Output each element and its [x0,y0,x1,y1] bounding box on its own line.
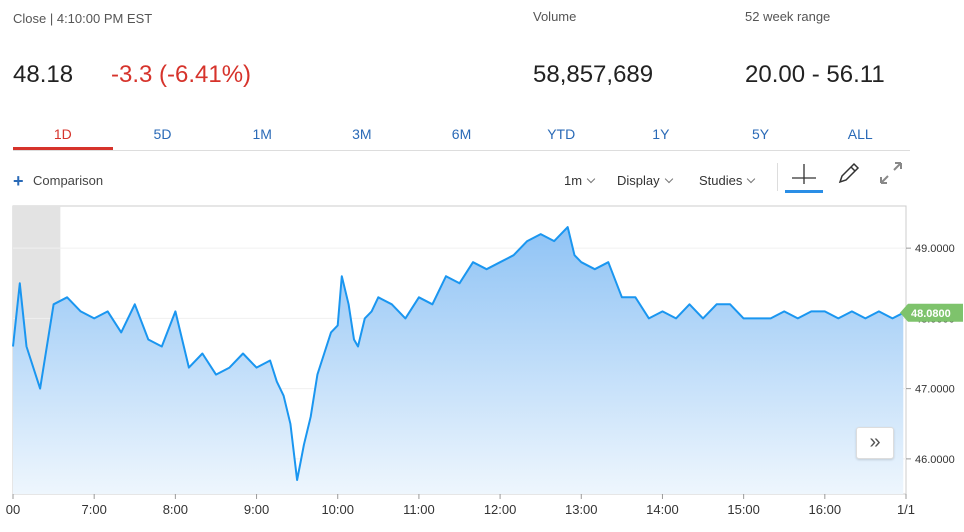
tab-3m[interactable]: 3M [352,126,372,142]
price-area-fill [13,227,904,494]
x-tick-label: 00 [6,502,20,517]
tab-6m[interactable]: 6M [451,126,472,142]
x-tick-label: 9:00 [244,502,269,517]
fullscreen-icon[interactable] [876,160,906,188]
x-tick-label: 8:00 [163,502,188,517]
x-tick-label: 14:00 [646,502,679,517]
interval-label: 1m [564,173,583,188]
scroll-forward-button[interactable]: » [856,427,894,459]
week-range-label: 52 week range [745,9,831,24]
crosshair-tool-button[interactable] [785,160,823,193]
last-price-tag-label: 48.0800 [911,308,951,320]
tab-5d[interactable]: 5D [153,126,172,142]
x-tick-label: 1/1 [897,502,915,517]
price-change: -3.3 (-6.41%) [111,61,252,88]
x-tick-label: 10:00 [321,502,354,517]
studies-label: Studies [699,173,743,188]
add-comparison-icon[interactable]: + [13,171,24,191]
y-tick-label: 47.0000 [915,384,955,396]
x-tick-label: 12:00 [484,502,517,517]
crosshair-icon [792,164,816,184]
tab-all[interactable]: ALL [847,126,873,142]
last-price-tag: 48.0800 [900,303,963,322]
tab-1d[interactable]: 1D [13,122,113,150]
chart-toolbar: + Comparison 1m Display Studies [0,168,964,198]
y-tick-label: 46.0000 [915,454,955,466]
price-line [12,226,904,481]
draw-pencil-icon[interactable] [834,160,862,188]
x-tick-label: 7:00 [82,502,107,517]
display-dropdown[interactable]: Display [617,173,673,188]
x-tick-label: 15:00 [727,502,760,517]
tab-5y[interactable]: 5Y [751,126,770,142]
tab-ytd[interactable]: YTD [547,126,576,142]
tab-1m[interactable]: 1M [252,126,272,142]
timeframe-tabs: 1D 5D 1M 3M 6M YTD 1Y 5Y ALL [13,122,910,151]
studies-dropdown[interactable]: Studies [699,173,756,188]
display-label: Display [617,173,660,188]
last-price: 48.18 [13,61,74,88]
x-tick-label: 16:00 [809,502,842,517]
comparison-button[interactable]: Comparison [33,173,104,188]
y-tick-label: 49.0000 [915,243,955,255]
interval-dropdown[interactable]: 1m [564,173,596,188]
x-tick-label: 13:00 [565,502,598,517]
last-price-tag-bg [900,303,963,322]
close-time-label: Close | 4:10:00 PM EST [13,11,153,26]
volume-value: 58,857,689 [533,61,654,88]
volume-label: Volume [533,9,577,24]
toolbar-divider [777,163,778,191]
x-tick-label: 11:00 [403,502,435,517]
tab-1y[interactable]: 1Y [652,126,670,142]
week-range-value: 20.00 - 56.11 [745,61,885,88]
